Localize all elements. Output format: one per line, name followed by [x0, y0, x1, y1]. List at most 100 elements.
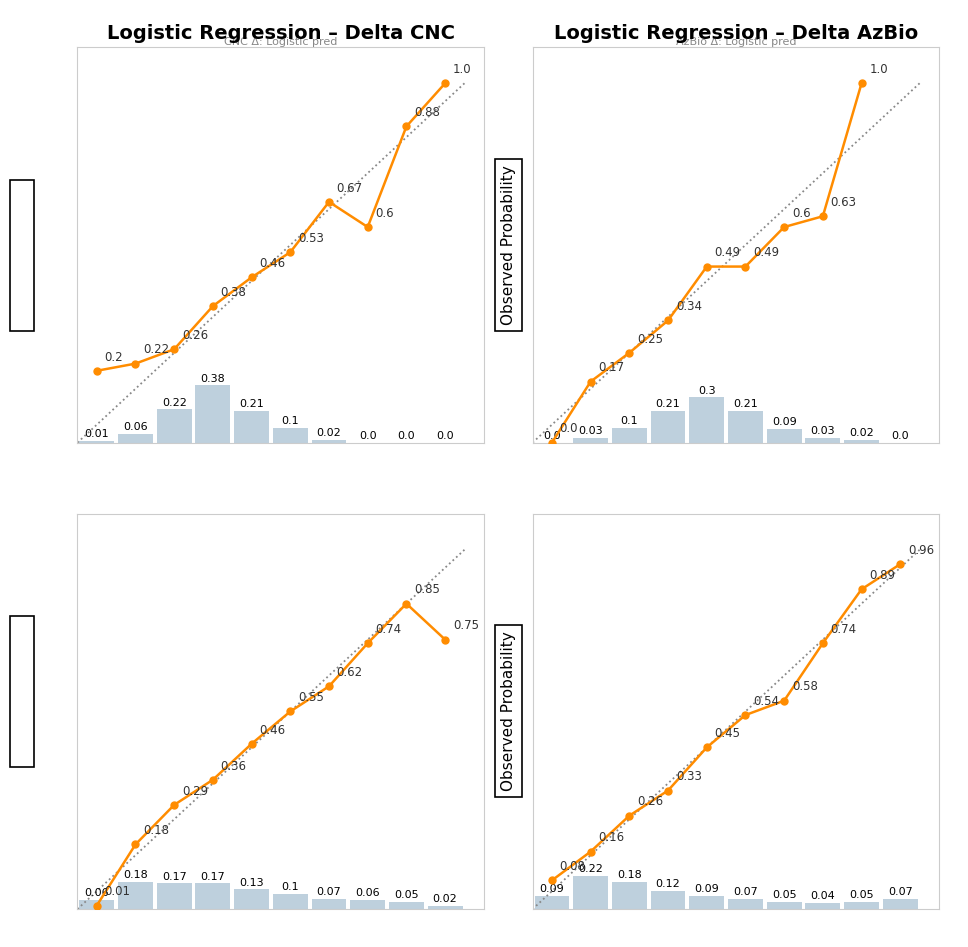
Text: 0.38: 0.38	[221, 286, 247, 299]
Bar	[428, 906, 463, 909]
Text: 0.67: 0.67	[337, 182, 363, 195]
Text: 0.55: 0.55	[298, 691, 324, 705]
Bar	[573, 876, 608, 909]
Text: 0.12: 0.12	[655, 879, 681, 889]
Text: 0.0: 0.0	[437, 431, 454, 441]
Bar	[196, 385, 230, 442]
Text: 0.29: 0.29	[182, 785, 208, 797]
Text: Observed Probability: Observed Probability	[500, 632, 516, 792]
Text: 0.06: 0.06	[123, 421, 148, 432]
Text: 0.85: 0.85	[414, 583, 440, 597]
Text: 0.53: 0.53	[298, 232, 324, 245]
Bar	[805, 438, 840, 442]
Text: 0.6: 0.6	[792, 206, 810, 220]
Text: 0.46: 0.46	[259, 258, 286, 270]
Bar	[234, 411, 269, 442]
Text: 0.18: 0.18	[143, 824, 169, 837]
Text: 0.49: 0.49	[714, 246, 741, 259]
Text: 0.02: 0.02	[849, 428, 874, 438]
Bar	[312, 439, 347, 442]
Bar	[844, 902, 879, 909]
Bar	[612, 882, 647, 909]
Bar	[689, 398, 724, 442]
Text: 0.0: 0.0	[543, 431, 560, 441]
Bar	[196, 884, 230, 909]
Bar	[805, 903, 840, 909]
Text: 0.09: 0.09	[771, 418, 797, 427]
Text: 0.05: 0.05	[849, 890, 874, 900]
Text: 0.62: 0.62	[337, 666, 363, 679]
Bar	[389, 902, 424, 909]
Text: 0.96: 0.96	[908, 544, 934, 557]
Text: 0.16: 0.16	[598, 831, 624, 845]
Text: Observed Probability: Observed Probability	[500, 165, 516, 325]
Text: 0.22: 0.22	[578, 864, 603, 874]
Bar	[728, 411, 763, 442]
Bar	[728, 899, 763, 909]
Text: 0.63: 0.63	[831, 196, 857, 209]
Text: 0.75: 0.75	[453, 619, 479, 633]
Text: 0.03: 0.03	[578, 426, 603, 437]
Bar	[767, 902, 802, 909]
Text: 0.05: 0.05	[771, 890, 797, 900]
Text: 0.1: 0.1	[282, 416, 299, 426]
Text: 0.21: 0.21	[733, 400, 758, 409]
Text: 0.02: 0.02	[317, 428, 342, 438]
Text: 0.3: 0.3	[698, 385, 715, 396]
Bar	[689, 896, 724, 909]
Text: 0.0: 0.0	[359, 431, 377, 441]
Text: 0.03: 0.03	[810, 426, 835, 437]
Text: 0.17: 0.17	[162, 871, 187, 882]
Bar	[650, 411, 685, 442]
Text: 0.0: 0.0	[398, 431, 415, 441]
Text: 0.17: 0.17	[598, 362, 624, 374]
Text: 0.36: 0.36	[221, 759, 247, 773]
Bar	[118, 882, 153, 909]
Text: 0.04: 0.04	[810, 891, 835, 902]
Text: 0.01: 0.01	[105, 885, 131, 899]
Text: 0.09: 0.09	[694, 884, 719, 894]
Bar	[157, 409, 192, 442]
Text: AzBio Δ: Logistic pred: AzBio Δ: Logistic pred	[676, 37, 796, 46]
Text: 0.07: 0.07	[888, 886, 913, 897]
Text: 0.45: 0.45	[714, 727, 741, 741]
Text: 0.08: 0.08	[560, 860, 586, 873]
Bar	[157, 884, 192, 909]
Title: Logistic Regression – Delta AzBio: Logistic Regression – Delta AzBio	[554, 24, 918, 43]
Text: 0.22: 0.22	[162, 398, 187, 407]
Bar	[767, 429, 802, 442]
Text: 0.01: 0.01	[84, 429, 109, 439]
Text: 1.0: 1.0	[869, 63, 888, 76]
Bar	[118, 434, 153, 442]
Bar	[650, 891, 685, 909]
Text: 0.22: 0.22	[143, 344, 169, 356]
Text: 0.34: 0.34	[676, 300, 702, 313]
Text: 0.21: 0.21	[655, 400, 681, 409]
Text: 0.74: 0.74	[831, 623, 857, 636]
Text: 0.58: 0.58	[792, 681, 818, 693]
Bar	[534, 896, 569, 909]
Text: 0.26: 0.26	[637, 795, 663, 809]
Text: 0.0: 0.0	[560, 422, 578, 436]
Bar	[79, 900, 114, 909]
Bar	[79, 441, 114, 442]
Text: 0.18: 0.18	[617, 870, 642, 880]
Text: 0.25: 0.25	[637, 332, 663, 346]
Text: 0.33: 0.33	[676, 770, 702, 783]
Title: Logistic Regression – Delta CNC: Logistic Regression – Delta CNC	[106, 24, 455, 43]
Text: 0.49: 0.49	[753, 246, 779, 259]
Bar	[883, 899, 918, 909]
Text: 0.46: 0.46	[259, 724, 286, 737]
Bar	[273, 427, 308, 442]
Text: 0.38: 0.38	[200, 373, 226, 384]
Text: 0.2: 0.2	[105, 350, 123, 364]
Text: 0.0: 0.0	[892, 431, 909, 441]
Text: 0.26: 0.26	[182, 329, 208, 342]
Text: 0.05: 0.05	[394, 890, 419, 900]
Text: 0.1: 0.1	[620, 416, 638, 426]
Text: 0.06: 0.06	[84, 888, 109, 899]
Bar	[312, 899, 347, 909]
Text: 0.17: 0.17	[200, 871, 226, 882]
Text: 0.07: 0.07	[733, 886, 758, 897]
Bar	[844, 439, 879, 442]
